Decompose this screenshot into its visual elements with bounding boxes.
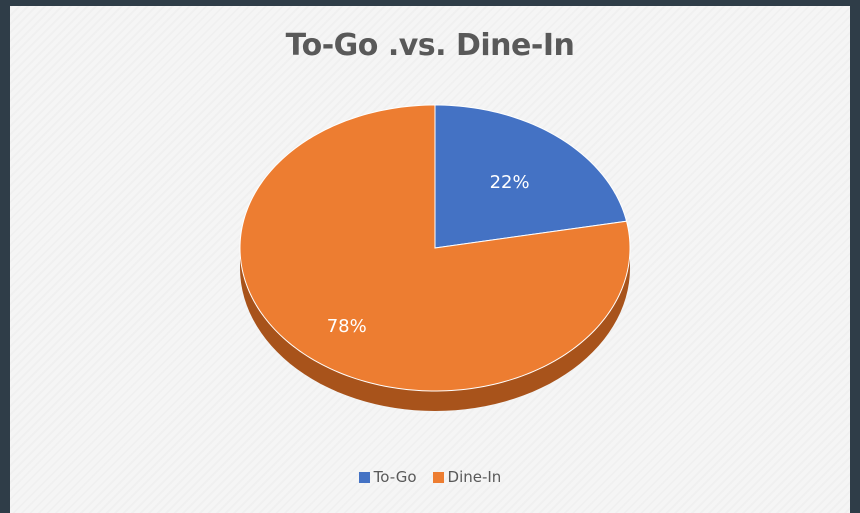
pie-data-labels: 22% 78% [327, 172, 530, 337]
pie-slices [239, 104, 631, 392]
legend-swatch-dine-in [432, 471, 444, 483]
data-label-to-go: 22% [490, 172, 530, 193]
legend-label-to-go: To-Go [373, 468, 417, 486]
data-label-dine-in: 78% [327, 316, 367, 337]
legend-item-to-go: To-Go [358, 468, 417, 486]
pie-slice-to-go [434, 104, 628, 249]
legend-swatch-to-go [358, 471, 370, 483]
chart-title: To-Go .vs. Dine-In [285, 28, 575, 63]
chart-legend: To-Go Dine-In [0, 468, 860, 486]
pie-slice-dine-in [239, 104, 631, 392]
legend-item-dine-in: Dine-In [432, 468, 502, 486]
legend-label-dine-in: Dine-In [447, 468, 502, 486]
